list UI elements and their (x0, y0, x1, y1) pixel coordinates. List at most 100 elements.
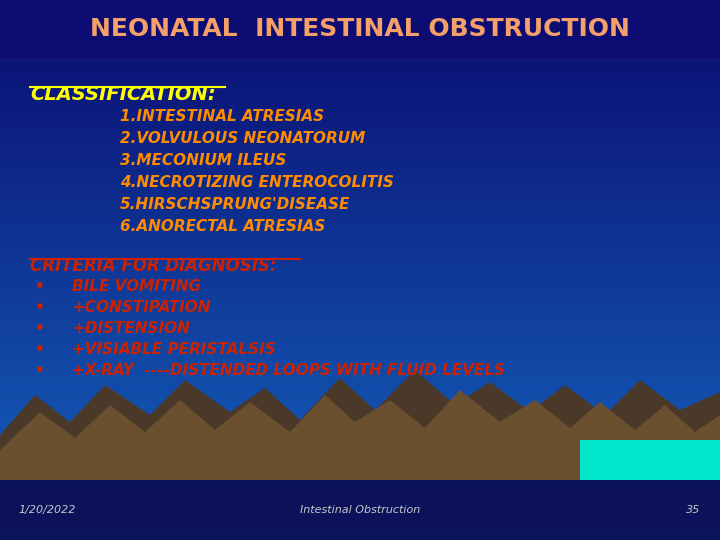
Bar (0, 103, 720, 105)
Bar (0, 208, 720, 211)
Bar (0, 418, 720, 421)
Bar (0, 108, 720, 111)
Bar (0, 464, 720, 467)
Text: CLASSIFICATION:: CLASSIFICATION: (30, 85, 215, 104)
Bar (0, 27, 720, 30)
Text: CRITERIA FOR DIAGNOSIS:: CRITERIA FOR DIAGNOSIS: (30, 257, 276, 275)
Bar (0, 378, 720, 381)
Bar (0, 343, 720, 346)
Bar (0, 297, 720, 300)
Bar (0, 8, 720, 11)
Bar (0, 518, 720, 521)
Bar (0, 165, 720, 167)
Bar (0, 3, 720, 5)
Bar (0, 181, 720, 184)
Text: 1.INTESTINAL ATRESIAS: 1.INTESTINAL ATRESIAS (120, 109, 324, 124)
Bar (0, 446, 720, 448)
Bar (0, 65, 720, 68)
Bar (0, 462, 720, 464)
Bar (0, 127, 720, 130)
Bar (0, 119, 720, 122)
Bar (0, 321, 720, 324)
Bar (0, 437, 720, 440)
Bar (0, 313, 720, 316)
Text: •: • (35, 342, 45, 357)
Bar (0, 51, 720, 54)
Text: 35: 35 (685, 505, 700, 515)
Bar (0, 354, 720, 356)
Bar (0, 284, 720, 286)
Bar (0, 94, 720, 97)
Bar (0, 335, 720, 338)
Bar (0, 389, 720, 392)
Text: 5.HIRSCHSPRUNG'DISEASE: 5.HIRSCHSPRUNG'DISEASE (120, 197, 351, 212)
Bar (0, 194, 720, 197)
Bar (0, 340, 720, 343)
Bar (0, 532, 720, 535)
Text: •: • (35, 279, 45, 294)
Bar (0, 292, 720, 294)
Bar (0, 364, 720, 367)
Bar (0, 224, 720, 227)
Bar (0, 472, 720, 475)
Bar (0, 32, 720, 35)
Bar (0, 202, 720, 205)
Bar (0, 494, 720, 497)
Bar (0, 216, 720, 219)
Bar (0, 475, 720, 478)
Bar (0, 429, 720, 432)
Bar (0, 289, 720, 292)
Bar (0, 459, 720, 462)
Bar (0, 305, 720, 308)
Bar (0, 5, 720, 8)
Bar (0, 57, 720, 59)
Bar (0, 113, 720, 116)
Bar (0, 324, 720, 327)
Bar (0, 470, 720, 472)
Bar (0, 81, 720, 84)
Bar (0, 259, 720, 262)
Bar (0, 43, 720, 46)
Bar (0, 478, 720, 481)
Bar (0, 0, 720, 58)
Text: BILE VOMITING: BILE VOMITING (72, 279, 201, 294)
Bar (0, 162, 720, 165)
Bar (0, 78, 720, 81)
Bar (0, 238, 720, 240)
Bar (0, 351, 720, 354)
Bar (0, 262, 720, 265)
Bar (0, 270, 720, 273)
Text: 2.VOLVULOUS NEONATORUM: 2.VOLVULOUS NEONATORUM (120, 131, 365, 146)
Bar (0, 116, 720, 119)
Bar (0, 427, 720, 429)
Bar (0, 232, 720, 235)
Bar (0, 246, 720, 248)
Bar (0, 424, 720, 427)
Bar (0, 173, 720, 176)
Bar (0, 132, 720, 135)
Bar (0, 24, 720, 27)
Bar (0, 346, 720, 348)
Bar (0, 46, 720, 49)
Bar (0, 408, 720, 410)
Bar (0, 92, 720, 94)
Bar (0, 505, 720, 508)
Bar (0, 513, 720, 516)
Bar (0, 0, 720, 3)
Bar (0, 184, 720, 186)
Bar (0, 413, 720, 416)
Bar (0, 235, 720, 238)
Bar (0, 176, 720, 178)
Bar (0, 86, 720, 89)
Bar (0, 286, 720, 289)
Bar (0, 73, 720, 76)
Bar (0, 54, 720, 57)
Bar (0, 59, 720, 62)
Bar (0, 359, 720, 362)
Text: 4.NECROTIZING ENTEROCOLITIS: 4.NECROTIZING ENTEROCOLITIS (120, 175, 394, 190)
Bar (0, 35, 720, 38)
Bar (0, 356, 720, 359)
Bar (0, 256, 720, 259)
Bar (0, 294, 720, 297)
Bar (0, 483, 720, 486)
